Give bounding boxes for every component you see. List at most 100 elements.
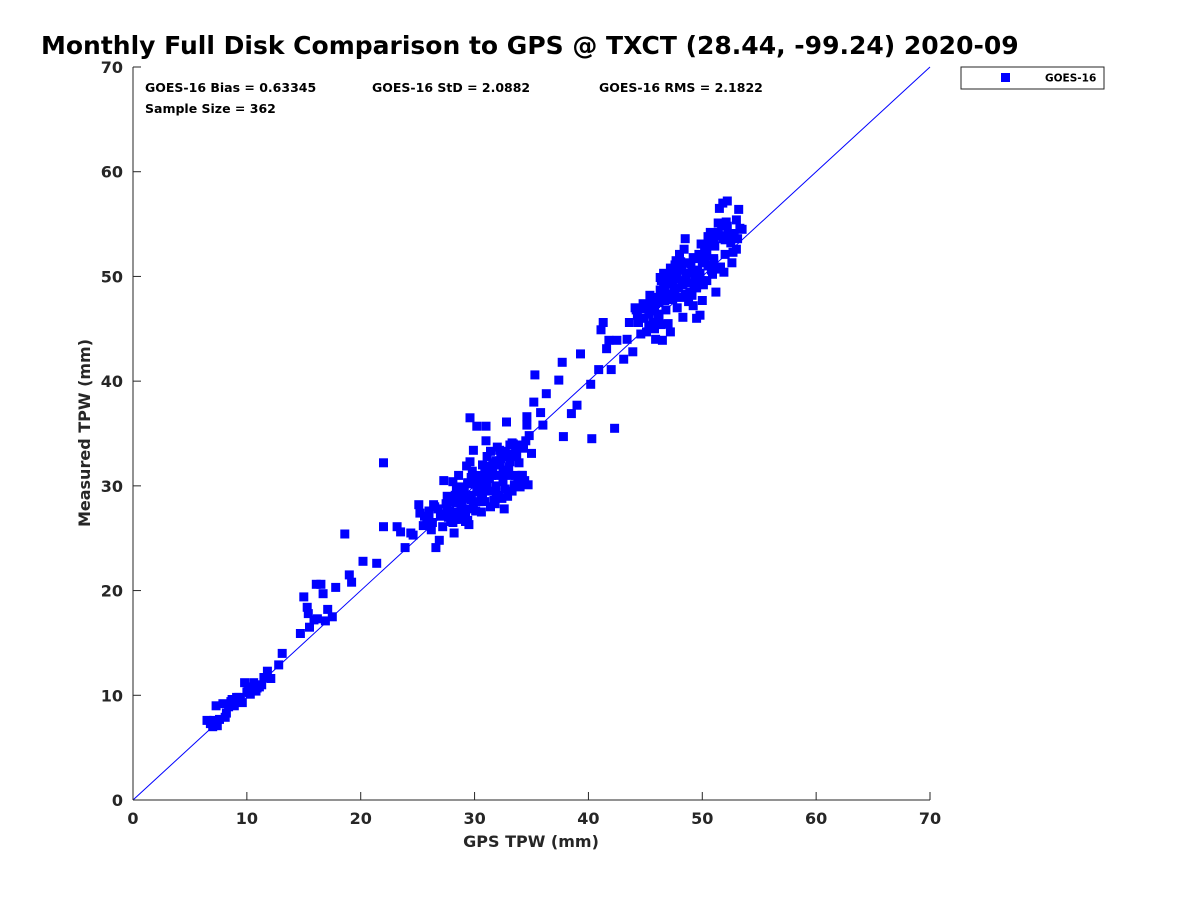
legend-marker-square-icon — [1001, 73, 1010, 82]
data-point — [657, 335, 667, 345]
data-point — [344, 570, 354, 580]
y-axis-label: Measured TPW (mm) — [75, 339, 94, 527]
data-point — [463, 479, 473, 489]
data-point — [735, 223, 745, 233]
data-point — [713, 218, 723, 228]
data-point — [668, 277, 678, 287]
data-point — [461, 510, 470, 520]
data-point — [684, 297, 694, 307]
data-point — [494, 470, 503, 480]
data-point — [646, 296, 656, 305]
data-point — [274, 660, 284, 670]
data-point — [689, 266, 699, 276]
data-point — [517, 477, 527, 487]
data-point — [710, 241, 720, 251]
data-point — [678, 279, 688, 289]
data-point — [506, 449, 516, 459]
data-point — [557, 357, 567, 367]
data-point — [541, 389, 551, 399]
data-point — [454, 496, 464, 505]
data-point — [415, 508, 425, 518]
stat-sample-size: Sample Size = 362 — [145, 101, 276, 116]
data-point — [449, 528, 459, 538]
data-point — [519, 443, 528, 453]
data-point — [491, 481, 501, 491]
data-point — [438, 522, 448, 532]
data-point — [663, 319, 673, 329]
data-point — [481, 436, 491, 446]
stat-rms: GOES-16 RMS = 2.1822 — [599, 80, 763, 95]
data-point — [434, 535, 444, 545]
data-point — [639, 313, 649, 323]
data-point — [498, 477, 508, 487]
data-point — [340, 529, 350, 539]
data-point — [602, 344, 612, 354]
data-point — [726, 238, 736, 248]
data-point — [478, 492, 487, 502]
data-point — [511, 470, 521, 480]
data-point — [702, 276, 712, 286]
data-point — [218, 699, 228, 709]
x-tick-label: 50 — [691, 809, 713, 828]
data-point — [696, 276, 706, 286]
data-point — [465, 413, 475, 423]
plot-area: 0 10 20 30 40 50 60 70 0 10 20 30 40 50 60 70 — [101, 58, 941, 828]
data-point — [468, 445, 478, 455]
data-point — [497, 493, 507, 503]
data-point — [476, 507, 486, 517]
data-point — [731, 215, 741, 225]
data-point — [729, 229, 739, 238]
data-point — [457, 502, 467, 512]
data-point — [697, 258, 707, 268]
legend-label-goes16: GOES-16 — [1045, 73, 1096, 85]
data-point — [482, 478, 492, 488]
data-point — [472, 421, 482, 431]
data-point — [437, 511, 447, 521]
data-point — [505, 440, 515, 450]
data-point — [449, 508, 459, 518]
data-point — [669, 284, 679, 294]
data-point — [681, 289, 691, 299]
x-axis-label: GPS TPW (mm) — [463, 832, 599, 851]
data-point — [610, 423, 620, 433]
data-point — [656, 320, 666, 330]
data-point — [709, 236, 719, 246]
data-point — [392, 522, 402, 532]
data-point — [229, 701, 239, 711]
data-point — [481, 421, 491, 431]
data-points — [202, 196, 747, 732]
data-point — [323, 604, 333, 614]
data-point — [716, 262, 725, 272]
data-point — [254, 682, 264, 692]
data-point — [318, 589, 328, 599]
data-point — [422, 519, 432, 529]
data-point — [489, 496, 499, 505]
data-point — [708, 269, 717, 279]
data-point — [665, 263, 675, 273]
data-point — [709, 256, 719, 266]
data-point — [701, 251, 711, 260]
data-point — [262, 666, 272, 676]
data-point — [512, 452, 522, 461]
data-point — [619, 354, 629, 364]
y-tick-label: 60 — [101, 163, 123, 182]
data-point — [604, 335, 614, 345]
data-point — [503, 491, 513, 501]
data-point — [466, 473, 476, 482]
data-point — [221, 708, 231, 718]
data-point — [688, 253, 698, 263]
data-point — [459, 484, 469, 494]
data-point — [651, 334, 661, 344]
data-point — [679, 244, 689, 254]
data-point — [505, 457, 515, 467]
data-point — [266, 674, 276, 683]
stat-bias: GOES-16 Bias = 0.63345 — [145, 80, 316, 95]
data-point — [311, 579, 321, 589]
x-tick-label: 20 — [350, 809, 372, 828]
data-point — [431, 543, 441, 553]
x-tick-label: 10 — [236, 809, 258, 828]
data-point — [700, 245, 710, 255]
chart-title: Monthly Full Disk Comparison to GPS @ TX… — [41, 31, 1019, 60]
data-point — [672, 270, 682, 280]
data-point — [458, 493, 468, 503]
